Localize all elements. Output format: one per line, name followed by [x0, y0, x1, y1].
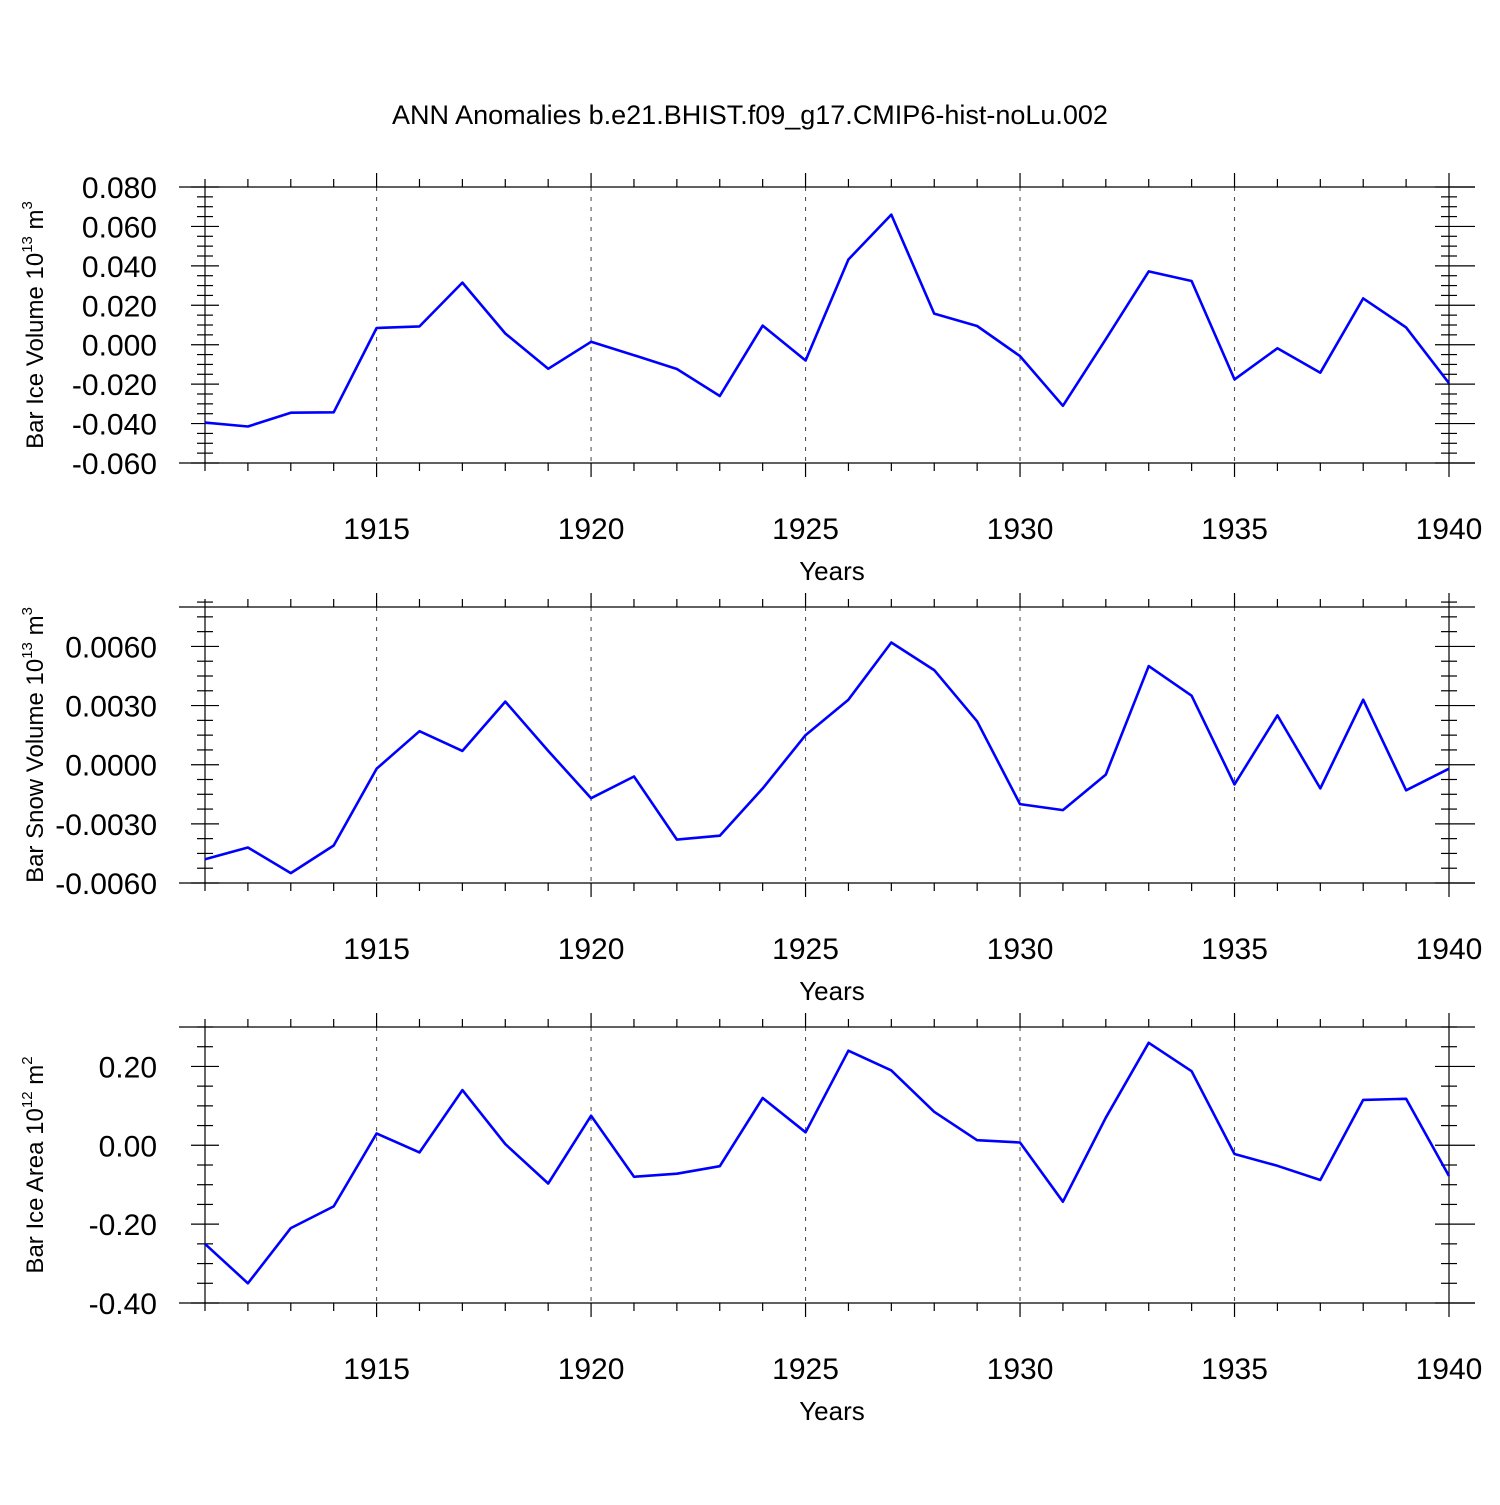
- x-tick-label: 1915: [343, 1353, 410, 1386]
- series-line: [205, 215, 1449, 427]
- x-tick-label: 1920: [558, 513, 625, 546]
- x-tick-label: 1935: [1201, 1353, 1268, 1386]
- series-line: [205, 1043, 1449, 1284]
- x-tick-label: 1940: [1416, 1353, 1483, 1386]
- x-axis-label: Years: [799, 556, 865, 586]
- panel-2: -0.0060 -0.0030 0.0000 0.0030 0.0060 1915 1920…: [19, 593, 1482, 1006]
- y-tick-label: -0.0060: [55, 868, 157, 901]
- y-tick-label: 0.060: [82, 211, 157, 244]
- y-tick-label: 0.00: [99, 1130, 157, 1163]
- x-tick-label: 1940: [1416, 513, 1483, 546]
- y-tick-label: 0.20: [99, 1051, 157, 1084]
- x-tick-label: 1915: [343, 933, 410, 966]
- x-tick-label: 1920: [558, 933, 625, 966]
- y-tick-label: -0.0030: [55, 809, 157, 842]
- y-axis-label: Bar Ice Area 1012 m2: [19, 1056, 49, 1273]
- series-line: [205, 643, 1449, 874]
- x-tick-label: 1935: [1201, 933, 1268, 966]
- y-tick-label: -0.020: [72, 369, 157, 402]
- y-tick-label: -0.040: [72, 409, 157, 442]
- x-tick-label: 1930: [987, 1353, 1054, 1386]
- x-tick-label: 1935: [1201, 513, 1268, 546]
- x-axis-label: Years: [799, 1396, 865, 1426]
- x-tick-label: 1920: [558, 1353, 625, 1386]
- x-tick-label: 1925: [772, 513, 839, 546]
- x-tick-label: 1940: [1416, 933, 1483, 966]
- y-tick-label: 0.040: [82, 251, 157, 284]
- y-tick-label: -0.20: [89, 1209, 157, 1242]
- figure-title: ANN Anomalies b.e21.BHIST.f09_g17.CMIP6-…: [392, 100, 1108, 130]
- y-tick-label: 0.0030: [65, 691, 157, 724]
- panel-1: -0.060 -0.040 -0.020 0.000 0.020 0.040 0.060 0.…: [19, 172, 1482, 586]
- x-tick-label: 1930: [987, 933, 1054, 966]
- x-tick-label: 1925: [772, 933, 839, 966]
- x-axis-label: Years: [799, 976, 865, 1006]
- y-axis-label: Bar Snow Volume 1013 m3: [19, 607, 49, 883]
- y-tick-label: 0.000: [82, 330, 157, 363]
- x-tick-label: 1915: [343, 513, 410, 546]
- x-tick-label: 1930: [987, 513, 1054, 546]
- y-tick-label: 0.020: [82, 290, 157, 323]
- panel-3: -0.40 -0.20 0.00 0.20 1915 1920 1925 1930 1935 19…: [19, 1013, 1482, 1426]
- x-tick-label: 1925: [772, 1353, 839, 1386]
- y-tick-label: 0.0000: [65, 750, 157, 783]
- y-tick-label: -0.060: [72, 448, 157, 481]
- y-tick-label: 0.0060: [65, 631, 157, 664]
- y-tick-label: -0.40: [89, 1288, 157, 1321]
- y-tick-label: 0.080: [82, 172, 157, 205]
- y-axis-label: Bar Ice Volume 1013 m3: [19, 201, 49, 449]
